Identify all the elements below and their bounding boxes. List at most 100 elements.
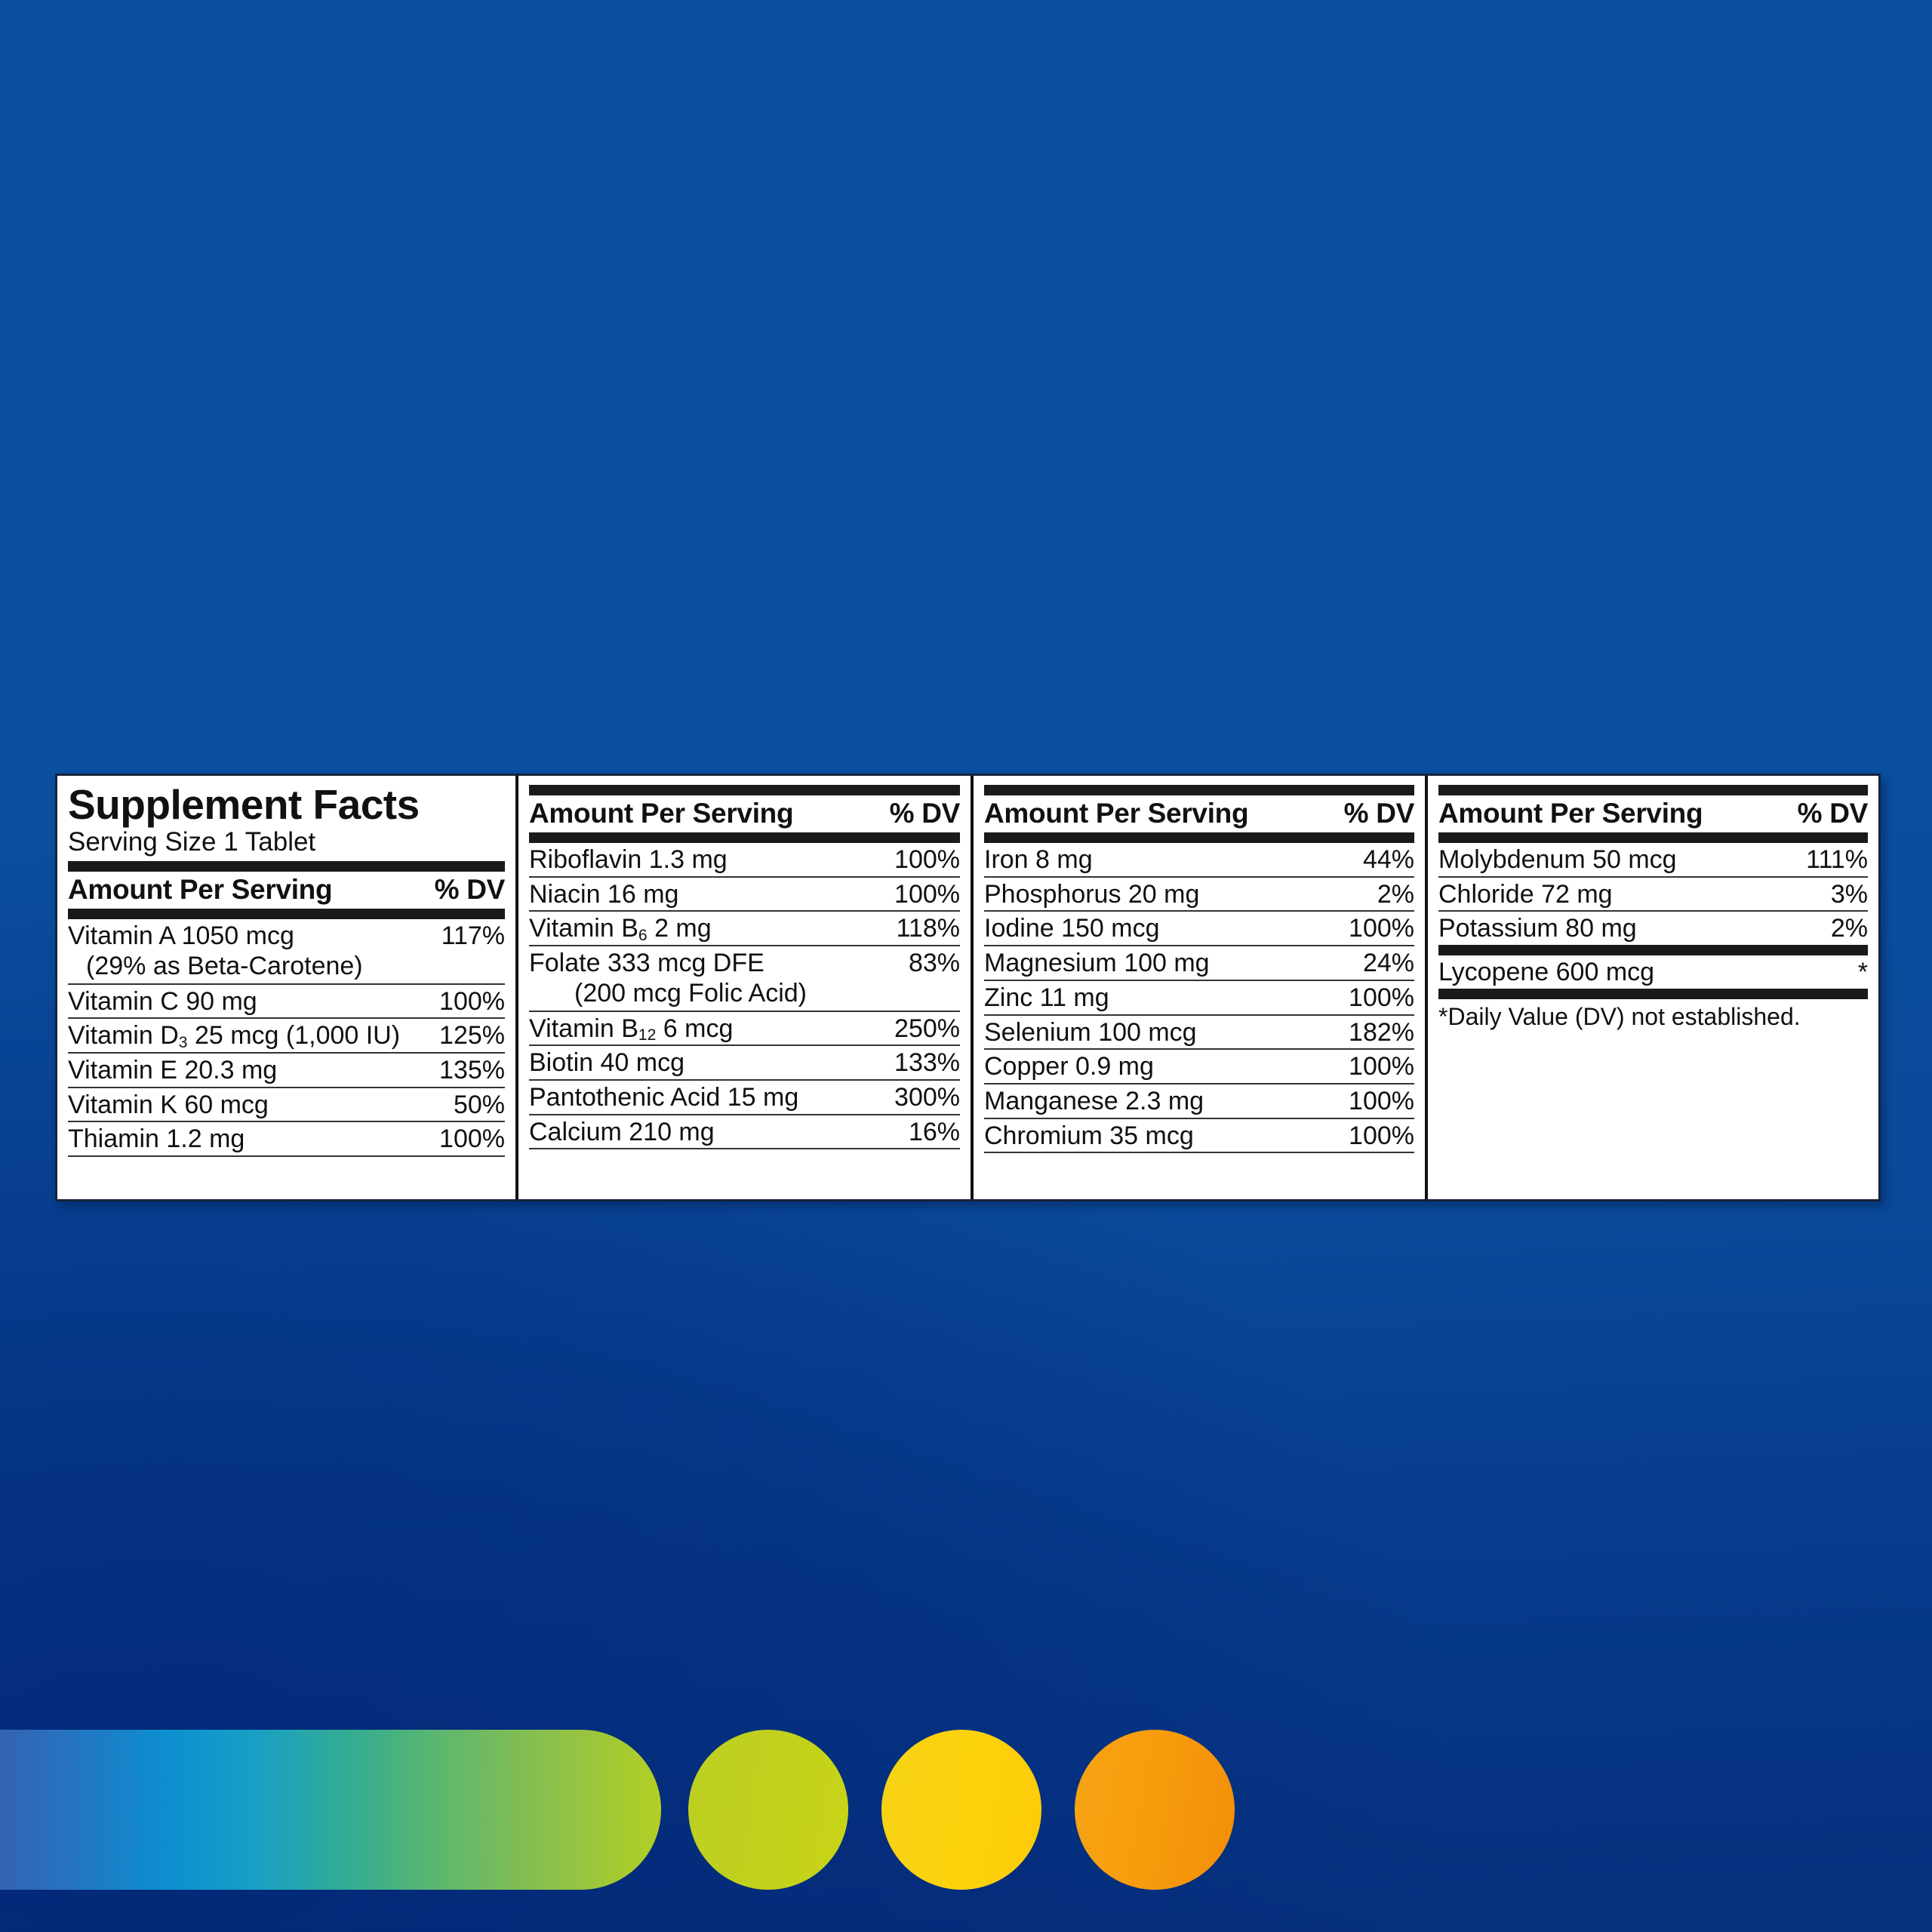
nutrient-dv: 250% — [894, 1014, 960, 1043]
nutrient-row: Manganese 2.3 mg 100% — [984, 1084, 1414, 1118]
column-1-header: Amount Per Serving % DV — [68, 872, 505, 909]
rule-hair — [529, 1148, 960, 1150]
nutrient-row: Vitamin A 1050 mcg 117% — [68, 919, 505, 952]
nutrient-name: Manganese 2.3 mg — [984, 1087, 1204, 1116]
rule-hair — [529, 875, 960, 878]
nutrient-row: Zinc 11 mg 100% — [984, 981, 1414, 1014]
nutrient-row: Magnesium 100 mg 24% — [984, 946, 1414, 980]
rule-hair — [984, 1014, 1414, 1016]
rule-thick — [68, 861, 505, 872]
nutrient-dv: 100% — [439, 986, 505, 1016]
nutrient-row: Iodine 150 mcg 100% — [984, 912, 1414, 945]
nutrient-dv: 117% — [441, 921, 505, 951]
facts-column-3: Amount Per Serving % DV Iron 8 mg 44% Ph… — [971, 776, 1425, 1199]
nutrient-row: Calcium 210 mg 16% — [529, 1115, 960, 1149]
nutrient-name: Niacin 16 mg — [529, 879, 679, 909]
nutrient-dv: 100% — [894, 845, 960, 874]
rule-hair — [529, 1113, 960, 1115]
header-amount-label: Amount Per Serving — [1438, 798, 1703, 829]
rule-thick — [1438, 785, 1868, 795]
nutrient-row: Vitamin B12 6 mcg 250% — [529, 1012, 960, 1045]
nutrient-row: Vitamin E 20.3 mg 135% — [68, 1054, 505, 1087]
nutrient-name: Potassium 80 mg — [1438, 914, 1637, 943]
nutrient-row: Molybdenum 50 mcg 111% — [1438, 843, 1868, 876]
nutrient-row: Selenium 100 mcg 182% — [984, 1016, 1414, 1049]
column-4-header: Amount Per Serving % DV — [1438, 795, 1868, 832]
daily-value-footnote: *Daily Value (DV) not established. — [1438, 1002, 1801, 1030]
rule-hair — [529, 1044, 960, 1047]
rule-hair — [984, 945, 1414, 947]
nutrient-dv: 24% — [1362, 949, 1414, 978]
nutrient-dv: 83% — [908, 949, 960, 978]
nutrient-dv: 100% — [1349, 914, 1414, 943]
nutrient-dv: 100% — [1349, 1087, 1414, 1116]
rule-thick — [68, 909, 505, 920]
gradient-bar-shape — [0, 1730, 661, 1890]
nutrient-name: Lycopene 600 mcg — [1438, 958, 1655, 987]
nutrient-dv: 135% — [439, 1055, 505, 1084]
rule-hair — [68, 1051, 505, 1054]
nutrient-name: Iodine 150 mcg — [984, 914, 1160, 943]
nutrient-dv: 133% — [894, 1048, 960, 1078]
nutrient-dv: 50% — [453, 1090, 505, 1119]
nutrient-dv: 2% — [1377, 879, 1414, 909]
rule-hair — [984, 1152, 1414, 1154]
nutrient-name: Vitamin K 60 mcg — [68, 1090, 269, 1119]
nutrient-row: Riboflavin 1.3 mg 100% — [529, 843, 960, 876]
nutrient-name: Vitamin E 20.3 mg — [68, 1055, 278, 1084]
nutrient-name: Vitamin A 1050 mcg — [68, 921, 294, 951]
rule-thick — [1438, 832, 1868, 843]
nutrient-dv: 100% — [1349, 1052, 1414, 1081]
nutrient-name: Chromium 35 mcg — [984, 1121, 1194, 1150]
nutrient-row: Folate 333 mcg DFE 83% — [529, 946, 960, 980]
nutrient-name: Biotin 40 mcg — [529, 1048, 685, 1078]
nutrient-name: Pantothenic Acid 15 mg — [529, 1083, 799, 1112]
facts-column-1: Supplement Facts Serving Size 1 Tablet A… — [57, 776, 515, 1199]
rule-hair — [984, 1083, 1414, 1085]
nutrient-dv: 100% — [439, 1124, 505, 1154]
facts-column-2: Amount Per Serving % DV Riboflavin 1.3 m… — [515, 776, 971, 1199]
nutrient-row: Biotin 40 mcg 133% — [529, 1046, 960, 1079]
nutrient-name: Riboflavin 1.3 mg — [529, 845, 728, 874]
nutrient-dv: 16% — [908, 1117, 960, 1146]
nutrient-dv: 3% — [1830, 879, 1868, 909]
supplement-facts-panel: Supplement Facts Serving Size 1 Tablet A… — [55, 774, 1881, 1201]
nutrient-row: Lycopene 600 mcg * — [1438, 955, 1868, 989]
rule-hair — [68, 1086, 505, 1088]
rule-hair — [984, 910, 1414, 912]
nutrient-dv: 100% — [1349, 1121, 1414, 1150]
nutrient-name: Phosphorus 20 mg — [984, 879, 1200, 909]
nutrient-dv: 125% — [439, 1021, 505, 1051]
nutrient-name: Folate 333 mcg DFE — [529, 949, 764, 978]
nutrient-dv: 44% — [1362, 845, 1414, 874]
nutrient-dv: 182% — [1349, 1017, 1414, 1047]
rule-thick — [529, 832, 960, 843]
rule-thick — [1438, 988, 1868, 999]
nutrient-row: Pantothenic Acid 15 mg 300% — [529, 1081, 960, 1114]
nutrient-name: Selenium 100 mcg — [984, 1017, 1197, 1047]
nutrient-name: Magnesium 100 mg — [984, 949, 1210, 978]
orange-circle-icon — [1075, 1730, 1235, 1890]
rule-hair — [1438, 910, 1868, 912]
nutrient-row: Niacin 16 mg 100% — [529, 878, 960, 911]
nutrient-row: Copper 0.9 mg 100% — [984, 1050, 1414, 1083]
yellow-circle-icon — [881, 1730, 1041, 1890]
supplement-facts-title: Supplement Facts — [68, 781, 420, 828]
serving-size-text: Serving Size 1 Tablet — [68, 826, 316, 857]
nutrient-dv: 118% — [896, 914, 960, 943]
nutrient-subnote: (29% as Beta-Carotene) — [86, 951, 363, 980]
nutrient-dv: * — [1857, 958, 1868, 987]
nutrient-row: Chloride 72 mg 3% — [1438, 878, 1868, 911]
nutrient-name: Zinc 11 mg — [984, 983, 1109, 1012]
rule-hair — [1438, 875, 1868, 878]
column-2-header: Amount Per Serving % DV — [529, 795, 960, 832]
rule-hair — [68, 1017, 505, 1020]
nutrient-row: Thiamin 1.2 mg 100% — [68, 1122, 505, 1155]
nutrient-dv: 111% — [1806, 845, 1868, 874]
bottom-decoration — [0, 1730, 1235, 1890]
nutrient-name: Vitamin C 90 mg — [68, 986, 257, 1016]
header-amount-label: Amount Per Serving — [529, 798, 794, 829]
header-dv-label: % DV — [889, 798, 961, 829]
nutrient-dv: 100% — [1349, 983, 1414, 1012]
